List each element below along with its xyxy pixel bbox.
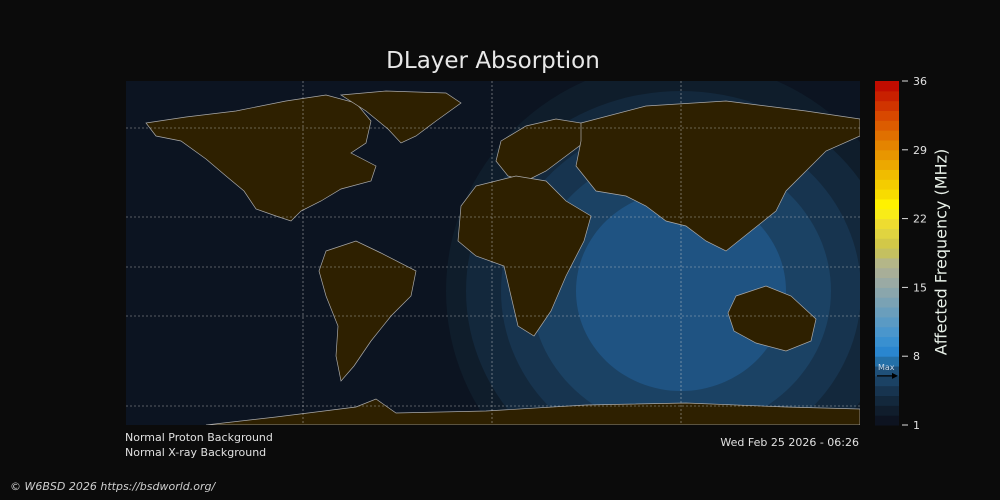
colorbar-bands (875, 81, 899, 426)
australia (727, 285, 817, 352)
max-arrowhead-icon (892, 372, 898, 379)
colorbar-tick-label: 29 (913, 144, 927, 157)
colorbar-band (875, 100, 899, 111)
asia (575, 100, 860, 252)
colorbar-band (875, 287, 899, 298)
colorbar-band (875, 336, 899, 347)
colorbar-band (875, 149, 899, 161)
colorbar-band (875, 110, 899, 121)
colorbar-band (875, 346, 899, 357)
max-marker: Max (877, 363, 898, 379)
colorbar-band (875, 366, 899, 377)
world-map (126, 81, 860, 425)
south-america (318, 240, 417, 382)
xray-status: Normal X-ray Background (125, 446, 267, 459)
colorbar-band (875, 277, 899, 288)
colorbar-band (875, 159, 899, 170)
colorbar-tick-label: 15 (913, 281, 927, 294)
proton-status: Normal Proton Background (125, 431, 273, 444)
antarctica (205, 398, 860, 425)
colorbar-band (875, 228, 899, 239)
colorbar-band (875, 385, 899, 397)
colorbar-tick-label: 22 (913, 213, 927, 226)
colorbar-band (875, 297, 899, 308)
colorbar-band (875, 120, 899, 131)
colorbar-band (875, 238, 899, 249)
colorbar-band (875, 375, 899, 387)
graticule (126, 81, 860, 425)
max-marker-label: Max (878, 363, 895, 372)
africa (457, 175, 592, 337)
colorbar-band (875, 267, 899, 279)
colorbar-band (875, 90, 899, 102)
colorbar-band (875, 307, 899, 318)
colorbar-band (875, 81, 899, 92)
colorbar-band (875, 257, 899, 269)
colorbar-band (875, 405, 899, 416)
colorbar-tick-label: 36 (913, 75, 927, 88)
colorbar-band (875, 395, 899, 406)
colorbar-band (875, 169, 899, 180)
colorbar-band (875, 130, 899, 141)
colorbar-band (875, 248, 899, 259)
colorbar-tick-label: 8 (913, 350, 920, 363)
timestamp: Wed Feb 25 2026 - 06:26 (720, 436, 859, 449)
colorbar-band (875, 208, 899, 220)
colorbar-band (875, 218, 899, 229)
greenland (339, 90, 462, 144)
colorbar-band (875, 198, 899, 210)
colorbar-tick-label: 1 (913, 419, 920, 432)
colorbar-band (875, 415, 899, 426)
europe (495, 118, 587, 182)
colorbar-band (875, 326, 899, 338)
chart-title: DLayer Absorption (386, 48, 600, 74)
colorbar-band (875, 179, 899, 190)
north-america (145, 94, 377, 222)
colorbar: 36 29 22 15 8 1 Max (875, 75, 927, 432)
colorbar-label: Affected Frequency (MHz) (931, 148, 951, 356)
colorbar-band (875, 189, 899, 200)
colorbar-band (875, 356, 899, 367)
copyright: © W6BSD 2026 https://bsdworld.org/ (10, 480, 216, 493)
colorbar-band (875, 316, 899, 328)
colorbar-ticks: 36 29 22 15 8 1 (902, 75, 927, 432)
colorbar-band (875, 139, 899, 151)
land-masses (145, 90, 860, 425)
